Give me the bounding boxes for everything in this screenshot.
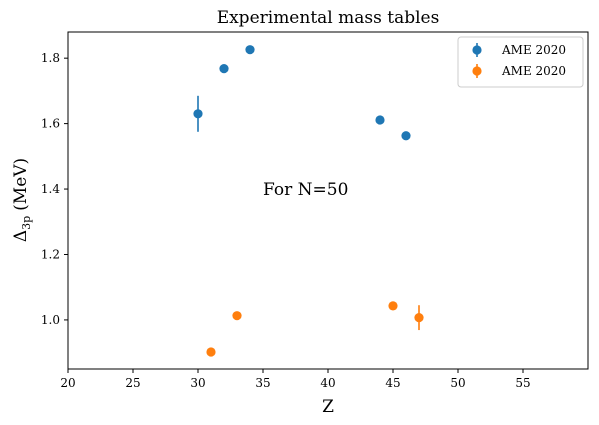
plot-area (193, 45, 424, 357)
x-tick-label: 45 (385, 376, 400, 390)
x-tick-label: 25 (125, 376, 140, 390)
y-tick-label: 1.6 (41, 117, 60, 131)
y-tick-label: 1.0 (41, 313, 60, 327)
y-axis-label: Δ3p (MeV) (11, 158, 33, 242)
x-tick-label: 30 (190, 376, 205, 390)
legend-box (457, 36, 584, 88)
data-point (375, 115, 385, 125)
x-tick-label: 20 (60, 376, 75, 390)
data-point (388, 301, 398, 311)
data-point (414, 313, 424, 323)
data-point (245, 45, 255, 55)
y-tick-label: 1.2 (41, 247, 60, 261)
x-tick-label: 50 (450, 376, 465, 390)
y-axis-label-main: Δ (11, 230, 31, 242)
y-tick-label: 1.4 (41, 182, 60, 196)
legend: AME 2020 AME 2020 (457, 36, 584, 88)
data-point (206, 347, 216, 357)
y-axis: 1.0 1.2 1.4 1.6 1.8 (41, 51, 68, 327)
y-axis-label-subscript: 3p (20, 216, 33, 230)
x-axis-label: Z (322, 397, 334, 417)
x-tick-label: 35 (255, 376, 270, 390)
data-point (232, 311, 242, 321)
data-point (193, 109, 203, 119)
y-tick-label: 1.8 (41, 51, 60, 65)
legend-items: AME 2020 AME 2020 (472, 43, 566, 78)
annotation-text: For N=50 (263, 180, 348, 200)
legend-label: AME 2020 (501, 64, 566, 78)
y-axis-label-unit: (MeV) (11, 158, 31, 211)
data-point (219, 64, 229, 74)
legend-label: AME 2020 (501, 43, 566, 57)
chart-title: Experimental mass tables (217, 8, 440, 28)
x-tick-label: 55 (515, 376, 530, 390)
x-tick-label: 40 (320, 376, 335, 390)
x-axis: 20 25 30 35 40 45 50 55 (60, 369, 531, 390)
data-point (401, 131, 411, 141)
legend-marker (472, 66, 482, 76)
legend-marker (472, 45, 482, 55)
